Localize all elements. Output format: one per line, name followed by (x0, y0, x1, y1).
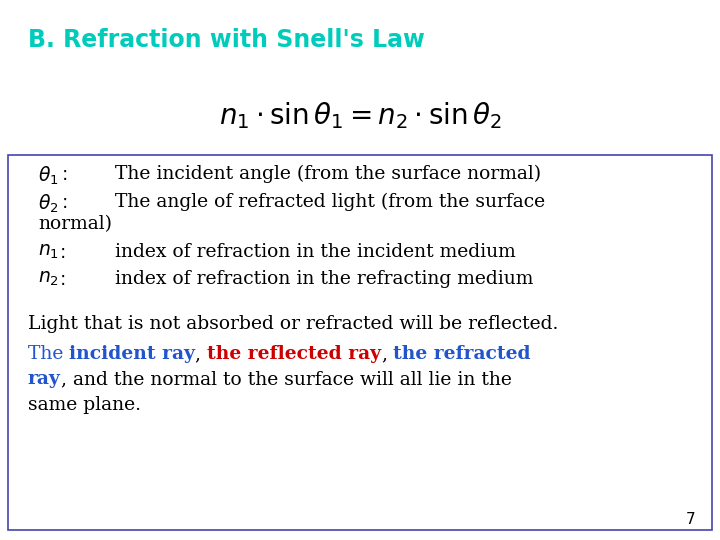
Text: ,: , (382, 345, 394, 363)
Text: The: The (28, 345, 69, 363)
Text: incident ray: incident ray (69, 345, 195, 363)
Text: $\theta_2$: $\theta_2$ (38, 193, 58, 215)
Text: normal): normal) (38, 215, 112, 233)
Text: index of refraction in the incident medium: index of refraction in the incident medi… (115, 243, 516, 261)
Text: same plane.: same plane. (28, 396, 141, 414)
Text: ray: ray (28, 370, 61, 388)
Text: $\theta_1$: $\theta_1$ (38, 165, 58, 187)
Text: ,: , (195, 345, 207, 363)
Text: :: : (62, 193, 68, 212)
Text: , and the normal to the surface will all lie in the: , and the normal to the surface will all… (61, 370, 512, 388)
Text: $n_2$: $n_2$ (38, 270, 59, 288)
Text: The incident angle (from the surface normal): The incident angle (from the surface nor… (115, 165, 541, 183)
Text: Light that is not absorbed or refracted will be reflected.: Light that is not absorbed or refracted … (28, 315, 559, 333)
Text: B. Refraction with Snell's Law: B. Refraction with Snell's Law (28, 28, 425, 52)
Text: the refracted: the refracted (394, 345, 531, 363)
Text: The angle of refracted light (from the surface: The angle of refracted light (from the s… (115, 193, 545, 211)
Text: 7: 7 (685, 512, 695, 527)
Text: $n_1$: $n_1$ (38, 243, 59, 261)
Text: :: : (60, 243, 66, 262)
Text: $n_1 \cdot \sin\theta_1 = n_2 \cdot \sin\theta_2$: $n_1 \cdot \sin\theta_1 = n_2 \cdot \sin… (219, 100, 501, 131)
Text: :: : (62, 165, 68, 184)
Text: index of refraction in the refracting medium: index of refraction in the refracting me… (115, 270, 534, 288)
Text: :: : (60, 270, 66, 289)
Text: the reflected ray: the reflected ray (207, 345, 382, 363)
